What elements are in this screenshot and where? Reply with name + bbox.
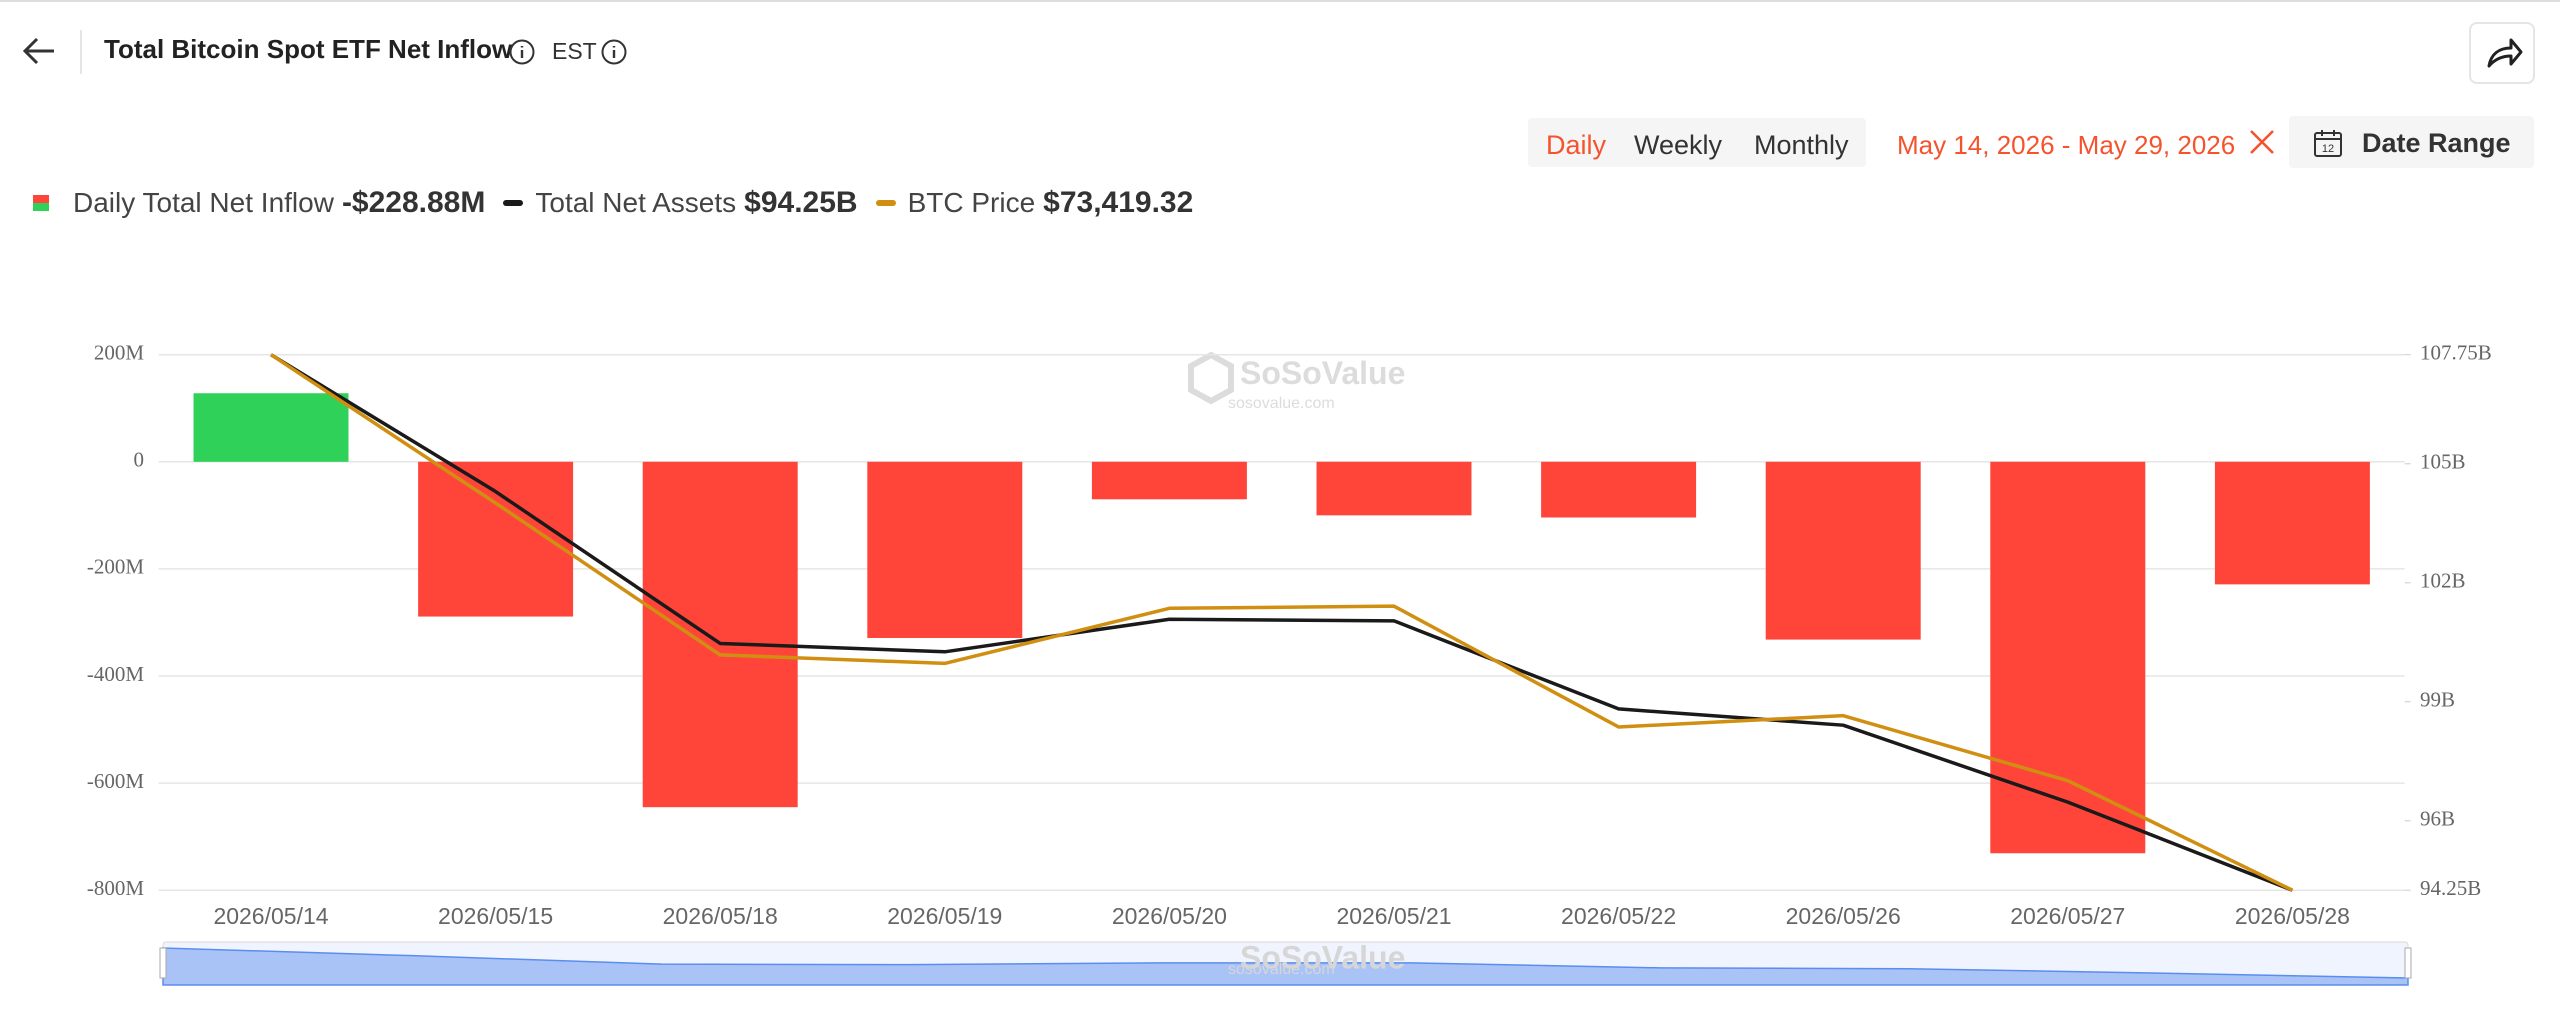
line-series: [270, 353, 2294, 892]
info-icon[interactable]: [600, 38, 628, 66]
y2-tick-label: 105B: [2420, 450, 2466, 474]
y-tick-label: -800M: [87, 876, 144, 900]
y2-tick-label: 99B: [2420, 688, 2455, 712]
x-tick-label: 2026/05/19: [887, 903, 1002, 929]
page-title: Total Bitcoin Spot ETF Net Inflow: [104, 34, 513, 64]
period-toggle: Daily Weekly Monthly: [1528, 118, 1866, 167]
y2-tick-label: 107.75B: [2420, 341, 2492, 365]
legend-marker: [503, 200, 524, 206]
timezone: EST: [552, 38, 597, 64]
x-tick-label: 2026/05/28: [2235, 903, 2350, 929]
x-tick-label: 2026/05/20: [1112, 903, 1227, 929]
y2-tick-label: 102B: [2420, 569, 2466, 593]
divider: [80, 30, 82, 74]
legend-marker: [875, 200, 896, 206]
navigator-handle: [2404, 947, 2412, 979]
legend-marker: [33, 195, 49, 211]
bar: [193, 393, 349, 462]
watermark-url: sosovalue.com: [1228, 961, 1335, 978]
x-tick-label: 2026/05/21: [1336, 903, 1451, 929]
y-tick-label: -600M: [87, 769, 144, 793]
period-daily[interactable]: Daily: [1546, 130, 1607, 160]
bar: [642, 461, 798, 808]
legend-label: Daily Total Net Inflow: [73, 187, 334, 218]
bar: [2214, 461, 2370, 585]
x-tick-label: 2026/05/27: [2010, 903, 2125, 929]
legend: Daily Total Net Inflow -$228.88M Total Net…: [33, 186, 1211, 220]
bar: [1316, 461, 1472, 516]
x-tick-label: 2026/05/22: [1561, 903, 1676, 929]
bar: [1990, 461, 2146, 854]
date-range: May 14, 2026 - May 29, 2026: [1897, 130, 2236, 160]
line-series: [270, 353, 2294, 892]
calendar-icon: 12: [2314, 130, 2342, 157]
watermark: SoSoValue: [1240, 939, 1405, 975]
x-tick-label: 2026/05/14: [213, 903, 328, 929]
bar: [867, 461, 1023, 638]
x-tick-label: 2026/05/26: [1786, 903, 1901, 929]
legend-item: Daily Total Net Inflow -$228.88M: [33, 186, 503, 220]
bar: [1541, 461, 1697, 518]
period-monthly[interactable]: Monthly: [1754, 130, 1849, 160]
legend-value: $94.25B: [744, 186, 858, 219]
y2-tick-label: 96B: [2420, 807, 2455, 831]
share-button[interactable]: [2469, 22, 2535, 84]
bar: [1091, 461, 1247, 500]
bar: [1765, 461, 1921, 640]
y-tick-label: -200M: [87, 555, 144, 579]
legend-label: BTC Price: [907, 187, 1036, 218]
svg-text:12: 12: [2322, 143, 2334, 155]
date-range-button[interactable]: 12 Date Range: [2289, 116, 2534, 168]
back-button[interactable]: [22, 36, 56, 66]
legend-value: $73,419.32: [1043, 186, 1194, 219]
watermark: SoSoValue: [1240, 355, 1405, 391]
legend-value: -$228.88M: [341, 186, 486, 219]
legend-label: Total Net Assets: [535, 187, 737, 218]
x-tick-label: 2026/05/15: [438, 903, 553, 929]
y-tick-label: 200M: [94, 341, 145, 365]
y2-tick-label: 94.25B: [2420, 876, 2481, 900]
legend-item: Total Net Assets $94.25B: [503, 186, 875, 220]
legend-item: BTC Price $73,419.32: [875, 186, 1212, 220]
navigator-handle: [159, 947, 167, 979]
watermark-logo: [1188, 351, 1234, 405]
y-tick-label: -400M: [87, 662, 144, 686]
share-icon: [2487, 38, 2523, 68]
x-tick-label: 2026/05/18: [663, 903, 778, 929]
period-weekly[interactable]: Weekly: [1634, 130, 1723, 160]
date-range-label: Date Range: [2362, 128, 2511, 158]
info-icon[interactable]: [508, 38, 536, 66]
y-tick-label: 0: [134, 448, 145, 472]
watermark-url: sosovalue.com: [1228, 395, 1335, 412]
clear-button[interactable]: [2249, 129, 2275, 155]
